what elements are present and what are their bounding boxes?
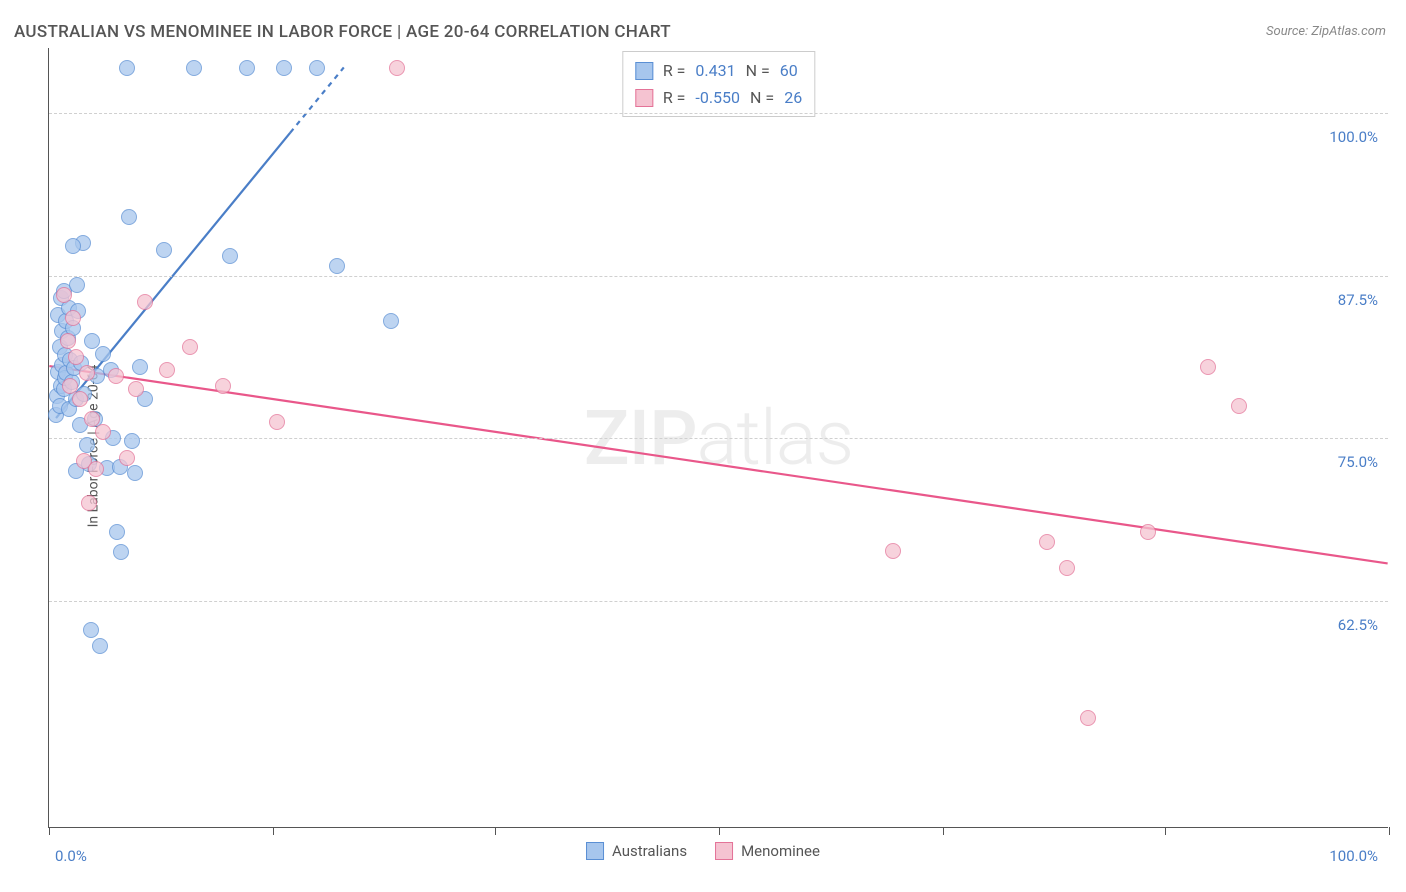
scatter-point-australians [109,524,125,540]
source-attribution: Source: ZipAtlas.com [1266,24,1386,39]
scatter-point-menominee [182,339,198,355]
swatch-australians-icon [635,62,653,80]
gridline [49,601,1388,602]
r-label: R = [663,57,686,84]
scatter-point-australians [127,465,143,481]
x-tick [1165,827,1166,835]
swatch-menominee-icon [635,89,653,107]
legend-item-australians: Australians [586,842,687,860]
scatter-point-australians [239,60,255,76]
scatter-point-australians [309,60,325,76]
scatter-point-australians [113,544,129,560]
scatter-point-menominee [128,381,144,397]
scatter-point-menominee [108,368,124,384]
x-tick [719,827,720,835]
scatter-point-menominee [885,543,901,559]
scatter-point-menominee [1039,534,1055,550]
scatter-point-australians [276,60,292,76]
x-tick [943,827,944,835]
x-tick [273,827,274,835]
scatter-point-australians [186,60,202,76]
y-tick-label: 87.5% [1338,291,1378,309]
scatter-point-australians [383,313,399,329]
scatter-point-menominee [81,495,97,511]
legend-row-b: R = -0.550 N = 26 [635,84,802,111]
n-label: N = [746,57,770,84]
y-tick-label: 62.5% [1338,616,1378,634]
r-value-a: 0.431 [695,57,735,84]
x-tick [49,827,50,835]
scatter-point-menominee [269,414,285,430]
n-label: N = [750,84,774,111]
scatter-point-menominee [1140,524,1156,540]
scatter-point-australians [119,60,135,76]
x-tick-label-max: 100.0% [1329,847,1378,865]
scatter-point-menominee [56,287,72,303]
swatch-australians-icon [586,842,604,860]
scatter-point-menominee [119,450,135,466]
x-tick [495,827,496,835]
x-tick [1389,827,1390,835]
n-value-a: 60 [780,57,798,84]
r-value-b: -0.550 [695,84,740,111]
scatter-point-menominee [1059,560,1075,576]
scatter-point-australians [121,209,137,225]
scatter-point-menominee [60,333,76,349]
scatter-point-australians [83,622,99,638]
scatter-point-menominee [137,294,153,310]
n-value-b: 26 [784,84,802,111]
scatter-point-australians [95,346,111,362]
scatter-point-australians [79,437,95,453]
chart-container: AUSTRALIAN VS MENOMINEE IN LABOR FORCE |… [0,0,1406,892]
scatter-point-menominee [389,60,405,76]
scatter-point-australians [69,277,85,293]
gridline [49,113,1388,114]
scatter-point-menominee [72,391,88,407]
scatter-point-menominee [95,424,111,440]
legend-label-a: Australians [612,842,687,860]
legend-row-a: R = 0.431 N = 60 [635,57,802,84]
scatter-point-australians [132,359,148,375]
legend-item-menominee: Menominee [715,842,820,860]
scatter-point-menominee [88,461,104,477]
swatch-menominee-icon [715,842,733,860]
scatter-point-menominee [159,362,175,378]
correlation-legend: R = 0.431 N = 60 R = -0.550 N = 26 [622,51,815,117]
scatter-point-australians [222,248,238,264]
scatter-point-australians [124,433,140,449]
scatter-point-menominee [68,349,84,365]
chart-title: AUSTRALIAN VS MENOMINEE IN LABOR FORCE |… [14,22,671,42]
scatter-point-menominee [1231,398,1247,414]
legend-label-b: Menominee [741,842,820,860]
scatter-point-menominee [1200,359,1216,375]
x-tick-label-min: 0.0% [55,847,87,865]
plot-area: ZIPatlas R = 0.431 N = 60 R = -0.550 N =… [48,48,1388,828]
scatter-point-australians [65,238,81,254]
scatter-point-menominee [1080,710,1096,726]
scatter-point-australians [329,258,345,274]
series-legend: Australians Menominee [586,842,820,860]
scatter-point-menominee [65,310,81,326]
scatter-point-australians [92,638,108,654]
r-label: R = [663,84,686,111]
scatter-point-australians [156,242,172,258]
y-tick-label: 100.0% [1329,128,1378,146]
scatter-point-menominee [79,365,95,381]
scatter-point-menominee [215,378,231,394]
gridline [49,438,1388,439]
gridline [49,276,1388,277]
y-tick-label: 75.0% [1338,453,1378,471]
